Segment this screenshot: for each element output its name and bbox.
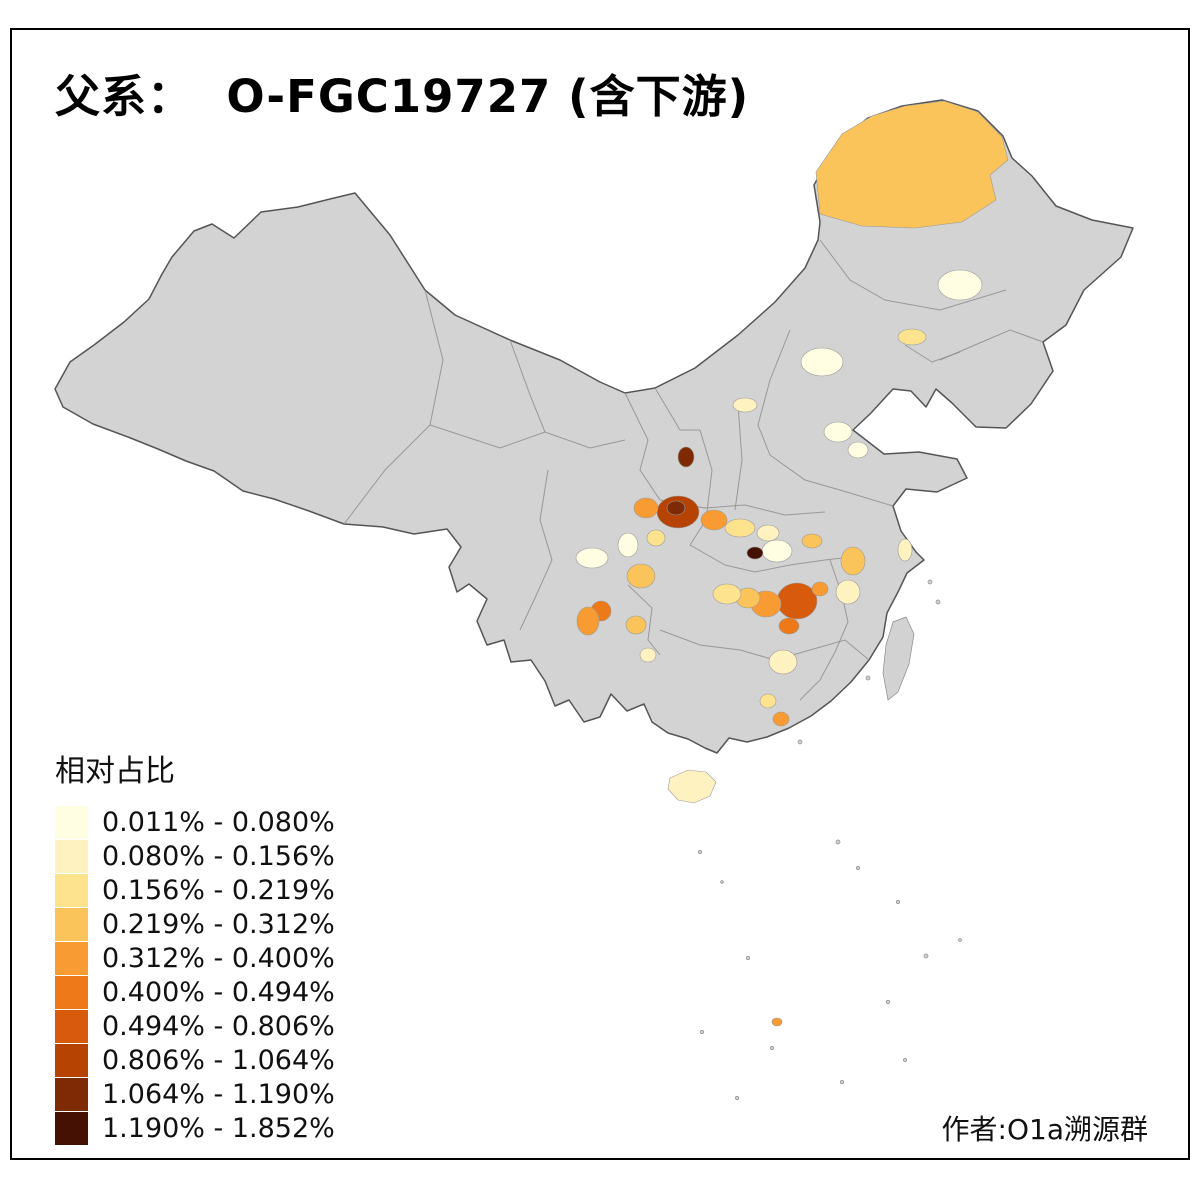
legend-label: 1.064% - 1.190%	[102, 1079, 335, 1110]
map-region	[677, 446, 695, 468]
map-region	[633, 497, 659, 519]
map-region	[823, 421, 853, 443]
map-region-hainan	[667, 769, 717, 804]
map-region	[732, 397, 758, 413]
map-region	[576, 606, 600, 636]
page-title: 父系： O-FGC19727 (含下游)	[55, 70, 750, 123]
legend-swatch	[55, 908, 88, 941]
legend-swatch	[55, 1078, 88, 1111]
legend-row: 1.190% - 1.852%	[55, 1112, 335, 1145]
legend-row: 0.011% - 0.080%	[55, 806, 335, 839]
legend-row: 0.494% - 0.806%	[55, 1010, 335, 1043]
legend-row: 0.806% - 1.064%	[55, 1044, 335, 1077]
legend-label: 0.806% - 1.064%	[102, 1045, 335, 1076]
legend-row: 0.219% - 0.312%	[55, 908, 335, 941]
map-region	[746, 546, 764, 560]
legend-label: 0.080% - 0.156%	[102, 841, 335, 872]
map-region	[897, 538, 913, 562]
legend-label: 0.219% - 0.312%	[102, 909, 335, 940]
map-region	[772, 711, 790, 727]
map-region	[778, 617, 800, 635]
legend-swatch	[55, 942, 88, 975]
map-region	[646, 529, 666, 547]
legend-row: 1.064% - 1.190%	[55, 1078, 335, 1111]
author-credit: 作者:O1a溯源群	[941, 1113, 1148, 1146]
legend-row: 0.080% - 0.156%	[55, 840, 335, 873]
legend-label: 0.312% - 0.400%	[102, 943, 335, 974]
map-region	[575, 547, 609, 569]
map-region	[724, 518, 756, 538]
map-region	[847, 441, 869, 459]
taiwan-island	[882, 616, 915, 701]
legend-swatch	[55, 806, 88, 839]
map-region	[639, 647, 657, 663]
legend-swatch	[55, 1010, 88, 1043]
legend-swatch	[55, 840, 88, 873]
map-region	[937, 269, 983, 301]
map-region	[771, 1017, 783, 1027]
legend-row: 0.156% - 0.219%	[55, 874, 335, 907]
map-region	[811, 581, 829, 597]
map-region	[666, 500, 686, 516]
province-boundaries	[343, 239, 1044, 701]
legend-swatch	[55, 874, 88, 907]
map-region	[801, 533, 823, 549]
legend-swatch	[55, 976, 88, 1009]
legend-label: 0.400% - 0.494%	[102, 977, 335, 1008]
islands	[698, 579, 962, 1100]
legend-swatch	[55, 1044, 88, 1077]
colored-regions	[575, 100, 1009, 1027]
legend-row: 0.400% - 0.494%	[55, 976, 335, 1009]
map-region	[759, 693, 777, 709]
legend-label: 1.190% - 1.852%	[102, 1113, 335, 1144]
map-region	[800, 347, 844, 377]
map-region	[776, 582, 818, 620]
map-region	[700, 509, 728, 531]
map-region	[625, 615, 647, 635]
legend-row: 0.312% - 0.400%	[55, 942, 335, 975]
map-region	[712, 583, 742, 605]
legend-label: 0.011% - 0.080%	[102, 807, 335, 838]
china-outline	[54, 99, 1134, 754]
map-region	[815, 100, 1009, 229]
legend-label: 0.156% - 0.219%	[102, 875, 335, 906]
map-region	[761, 539, 793, 563]
map-region	[626, 563, 656, 589]
legend-title: 相对占比	[55, 754, 175, 789]
map-region	[768, 649, 798, 675]
map-region	[617, 532, 639, 558]
map-region	[897, 328, 927, 346]
map-region	[840, 546, 866, 576]
legend-label: 0.494% - 0.806%	[102, 1011, 335, 1042]
map-region	[835, 579, 861, 605]
legend-swatch	[55, 1112, 88, 1145]
legend: 相对占比 0.011% - 0.080% 0.080% - 0.156% 0.1…	[55, 746, 335, 1146]
map-region	[756, 524, 780, 542]
